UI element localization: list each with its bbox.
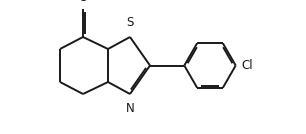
- Text: O: O: [78, 0, 88, 4]
- Text: Cl: Cl: [242, 59, 253, 72]
- Text: N: N: [126, 102, 134, 115]
- Text: S: S: [126, 16, 134, 29]
